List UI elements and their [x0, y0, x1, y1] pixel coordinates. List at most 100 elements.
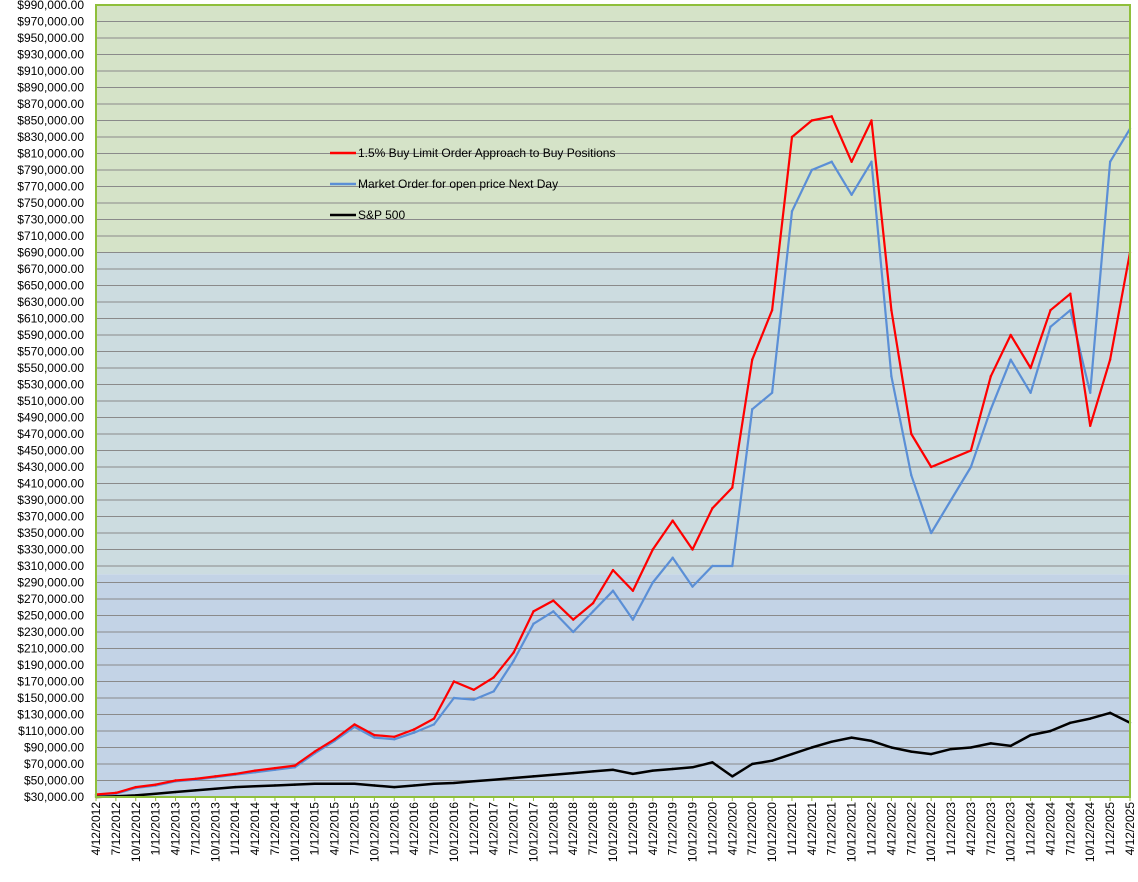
series-3-point — [949, 747, 953, 751]
series-1-point — [949, 457, 953, 460]
series-2-point — [810, 168, 814, 172]
series-2-point — [412, 731, 416, 734]
series-2-point — [452, 696, 456, 700]
legend: 1.5% Buy Limit Order Approach to Buy Pos… — [330, 146, 615, 222]
y-tick-label: $650,000.00 — [17, 279, 84, 293]
x-tick-label: 10/12/2024 — [1083, 802, 1097, 862]
series-3-point — [1029, 733, 1032, 737]
x-tick-label: 4/12/2016 — [407, 802, 421, 856]
series-2-point — [393, 738, 396, 741]
y-tick-label: $50,000.00 — [24, 774, 84, 788]
series-1-point — [810, 119, 814, 122]
y-tick-label: $270,000.00 — [17, 592, 84, 606]
series-3-point — [194, 789, 197, 792]
series-3-point — [1089, 717, 1092, 720]
series-1-point — [472, 688, 476, 691]
series-1-point — [1089, 424, 1092, 427]
series-3-point — [989, 742, 993, 745]
y-tick-label: $790,000.00 — [17, 163, 84, 177]
series-3-point — [412, 784, 416, 787]
series-1-point — [313, 750, 316, 753]
x-tick-label: 1/12/2021 — [785, 802, 799, 856]
y-tick-label: $730,000.00 — [17, 213, 84, 227]
series-1-point — [611, 568, 615, 572]
x-tick-label: 7/12/2016 — [427, 802, 441, 856]
series-3-point — [870, 739, 873, 743]
y-tick-label: $810,000.00 — [17, 147, 84, 161]
x-tick-label: 1/12/2020 — [705, 802, 719, 856]
series-1-point — [1069, 292, 1072, 295]
y-tick-label: $430,000.00 — [17, 460, 84, 474]
series-3-point — [432, 782, 436, 785]
y-tick-label: $110,000.00 — [18, 724, 84, 738]
series-3-point — [1009, 744, 1012, 748]
background-bands — [96, 5, 1130, 797]
x-tick-label: 1/12/2022 — [865, 802, 879, 856]
legend-label: S&P 500 — [358, 208, 405, 222]
x-tick-label: 4/12/2018 — [566, 802, 580, 856]
x-tick-label: 7/12/2020 — [745, 802, 759, 856]
series-1-point — [114, 791, 118, 795]
series-3-point — [790, 752, 794, 756]
y-tick-label: $170,000.00 — [17, 675, 84, 689]
series-1-point — [910, 432, 913, 436]
x-tick-label: 10/12/2017 — [526, 802, 540, 862]
y-tick-label: $850,000.00 — [17, 114, 84, 128]
series-2-point — [929, 531, 933, 535]
x-tick-label: 10/12/2023 — [1004, 802, 1018, 862]
x-tick-label: 10/12/2013 — [208, 802, 222, 862]
series-1-point — [691, 548, 694, 551]
x-tick-label: 10/12/2021 — [845, 802, 859, 862]
series-2-point — [870, 160, 873, 163]
series-3-point — [731, 775, 734, 778]
series-3-point — [810, 746, 814, 749]
x-tick-label: 4/12/2017 — [487, 802, 501, 856]
x-tick-label: 1/12/2025 — [1103, 802, 1117, 856]
background-band-3 — [96, 5, 1130, 253]
x-tick-label: 10/12/2014 — [288, 802, 302, 862]
series-2-point — [552, 610, 555, 613]
x-tick-label: 7/12/2024 — [1063, 802, 1077, 856]
x-tick-label: 4/12/2019 — [646, 802, 660, 856]
y-axis: $30,000.00 $50,000.00 $70,000.00 $90,000.00… — [17, 0, 84, 804]
series-2-point — [651, 581, 654, 584]
y-tick-label: $290,000.00 — [17, 576, 84, 590]
series-1-point — [353, 723, 356, 726]
series-3-point — [631, 772, 635, 776]
series-3-point — [850, 736, 853, 739]
gridlines — [96, 4, 1130, 798]
series-1-point — [631, 589, 635, 592]
series-2-point — [1049, 325, 1052, 328]
x-tick-label: 1/12/2013 — [149, 802, 163, 856]
series-2-point — [1009, 358, 1012, 361]
series-2-point — [1069, 309, 1072, 312]
y-tick-label: $250,000.00 — [17, 609, 84, 623]
series-3-point — [671, 767, 674, 771]
x-tick-label: 7/12/2017 — [507, 802, 521, 856]
series-1-point — [711, 507, 714, 510]
series-3-point — [750, 762, 754, 766]
series-3-point — [1049, 729, 1052, 733]
series-1-point — [750, 358, 754, 361]
y-tick-label: $490,000.00 — [17, 411, 84, 425]
series-2-point — [1108, 160, 1112, 163]
series-2-point — [532, 622, 535, 625]
series-1-point — [651, 548, 654, 551]
series-2-point — [1029, 391, 1032, 394]
series-1-point — [1049, 309, 1052, 312]
x-axis: 4/12/2012 7/12/2012 10/12/2012 1/12/2013 4/1… — [89, 797, 1137, 862]
series-1-point — [273, 766, 277, 770]
x-tick-label: 7/12/2022 — [904, 802, 918, 856]
series-2-point — [512, 659, 515, 663]
y-tick-label: $590,000.00 — [17, 328, 84, 342]
series-1-point — [492, 676, 495, 679]
x-tick-label: 4/12/2021 — [805, 802, 819, 856]
series-2-point — [770, 391, 774, 394]
series-1-point — [214, 775, 217, 778]
y-tick-label: $450,000.00 — [17, 444, 84, 458]
x-tick-label: 4/12/2025 — [1123, 802, 1137, 856]
y-tick-label: $190,000.00 — [17, 658, 84, 672]
y-tick-label: $370,000.00 — [17, 510, 84, 524]
y-tick-label: $30,000.00 — [24, 790, 84, 804]
series-1-point — [969, 449, 973, 452]
